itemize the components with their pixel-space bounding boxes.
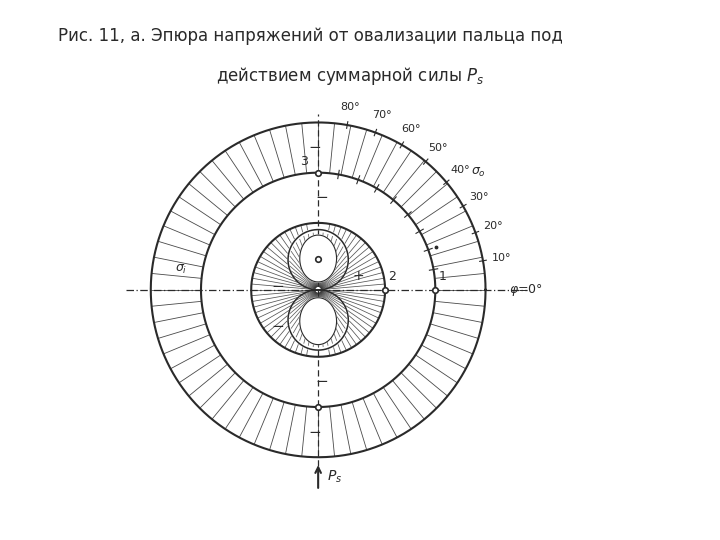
Text: Рис. 11, а. Эпюра напряжений от овализации пальца под: Рис. 11, а. Эпюра напряжений от овализац…: [58, 27, 562, 45]
Text: 80°: 80°: [341, 102, 360, 112]
Text: 30°: 30°: [469, 192, 489, 202]
Polygon shape: [300, 298, 336, 345]
Text: +: +: [318, 314, 329, 328]
Text: −: −: [308, 140, 321, 155]
Text: 1: 1: [438, 270, 446, 283]
Text: $\varphi$=0°: $\varphi$=0°: [509, 282, 543, 298]
Text: −: −: [271, 279, 284, 294]
Text: 40°: 40°: [451, 165, 470, 176]
Text: 10°: 10°: [491, 253, 511, 262]
Text: $\sigma_i$: $\sigma_i$: [175, 263, 188, 276]
Text: 50°: 50°: [428, 143, 447, 152]
Polygon shape: [300, 235, 336, 282]
Text: 70°: 70°: [372, 110, 392, 120]
Text: +: +: [353, 269, 364, 284]
Text: 3: 3: [300, 154, 308, 167]
Text: −: −: [271, 319, 284, 334]
Text: $\sigma_o$: $\sigma_o$: [471, 166, 486, 179]
Text: −: −: [315, 374, 328, 389]
Text: 4: 4: [305, 251, 313, 264]
Text: 20°: 20°: [483, 221, 503, 231]
Text: +: +: [318, 252, 329, 266]
Text: −: −: [315, 190, 328, 205]
Text: 2: 2: [389, 270, 396, 283]
Text: $P_s$: $P_s$: [327, 468, 342, 485]
Text: 60°: 60°: [401, 124, 420, 134]
Text: −: −: [308, 424, 321, 440]
Text: действием суммарной силы $\mathit{P_s}$: действием суммарной силы $\mathit{P_s}$: [216, 65, 485, 87]
